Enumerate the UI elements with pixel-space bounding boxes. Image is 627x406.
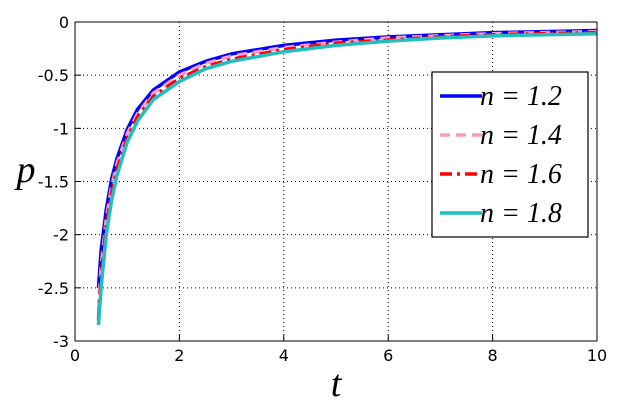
legend-label: n = 1.6 — [480, 159, 562, 190]
x-tick-label: 4 — [279, 346, 289, 365]
data-line — [96, 30, 598, 320]
plot-frame — [74, 21, 598, 342]
x-tick-label: 8 — [488, 346, 498, 365]
legend-label: n = 1.2 — [480, 81, 562, 112]
y-tick-label: -1.5 — [38, 173, 69, 192]
y-axis-label: p — [14, 149, 36, 191]
x-tick-label: 10 — [587, 346, 607, 365]
x-tick-label: 6 — [383, 346, 393, 365]
y-tick-label: 0 — [59, 13, 69, 32]
x-tick-label: 0 — [70, 346, 80, 365]
y-tick-label: -2 — [53, 226, 69, 245]
legend-label: n = 1.8 — [480, 198, 562, 229]
x-tick-label: 2 — [174, 346, 184, 365]
y-tick-label: -1 — [53, 119, 69, 138]
y-tick-label: -0.5 — [38, 66, 69, 85]
y-tick-label: -2.5 — [38, 279, 69, 298]
legend-box — [431, 71, 589, 238]
legend-label: n = 1.4 — [480, 120, 562, 151]
y-tick-label: -3 — [53, 332, 69, 351]
x-axis-label: t — [331, 363, 343, 405]
data-line — [96, 31, 598, 326]
